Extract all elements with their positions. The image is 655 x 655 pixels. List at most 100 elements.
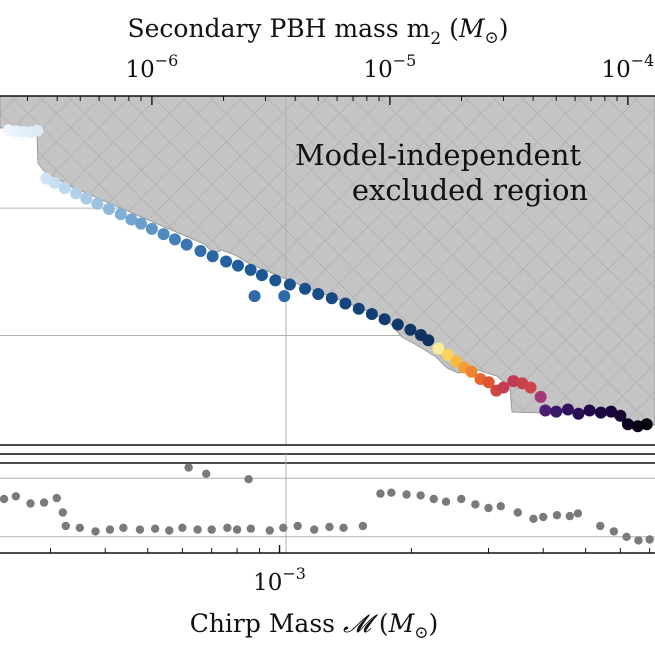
upper-point-30 <box>312 288 325 300</box>
lower-point-47 <box>609 527 619 536</box>
upper-point-37 <box>404 323 417 336</box>
lower-point-37 <box>471 500 480 509</box>
lower-point-39 <box>496 502 505 511</box>
bottom-axis-title-unit-open: ( <box>371 609 389 638</box>
upper-point-23 <box>244 263 257 276</box>
top-tick-label-1: 10−5 <box>363 51 416 83</box>
upper-point-26 <box>278 290 291 303</box>
upper-point-61 <box>621 418 634 431</box>
upper-point-17 <box>168 233 181 246</box>
upper-point-10 <box>91 197 104 210</box>
top-axis-title-unit-sun: ⊙ <box>485 28 499 48</box>
upper-point-24 <box>255 269 268 282</box>
lower-gridlines <box>0 477 655 538</box>
bottom-axis-title: Chirp Mass 𝓜 (M⊙) <box>190 609 439 643</box>
lower-point-0 <box>0 494 9 504</box>
lower-point-4 <box>52 493 61 503</box>
upper-point-54 <box>550 405 563 418</box>
lower-point-50 <box>645 535 654 544</box>
upper-point-28 <box>283 278 296 291</box>
lower-point-27 <box>325 522 334 532</box>
lower-point-25 <box>293 521 302 531</box>
upper-point-7 <box>58 181 71 194</box>
lower-point-41 <box>529 514 538 523</box>
upper-scatter-points <box>2 124 653 433</box>
lower-point-8 <box>91 527 100 536</box>
upper-point-12 <box>114 208 127 221</box>
excluded-region-hatch <box>0 96 655 426</box>
top-axis-title: Secondary PBH mass m2 (M⊙) <box>127 14 508 49</box>
upper-point-62 <box>631 420 644 433</box>
lower-point-3 <box>39 498 49 507</box>
upper-point-13 <box>125 213 138 226</box>
lower-point-28 <box>339 523 348 532</box>
lower-point-40 <box>513 508 523 517</box>
bottom-axis-title-unit-close: ) <box>429 609 439 638</box>
top-axis-title-unit-close: ) <box>499 14 509 43</box>
lower-point-36 <box>457 494 466 504</box>
top-axis-title-unit-open: ( <box>441 14 459 43</box>
lower-point-13 <box>165 526 174 535</box>
lower-point-45 <box>573 509 583 518</box>
upper-point-59 <box>605 405 618 418</box>
lower-point-20 <box>232 525 242 534</box>
lower-point-9 <box>105 525 115 534</box>
upper-point-25 <box>248 290 261 303</box>
upper-point-48 <box>497 381 510 394</box>
lower-point-1 <box>11 492 21 501</box>
top-axis-title-main: Secondary PBH mass m <box>127 14 430 43</box>
lower-point-24 <box>279 523 288 532</box>
lower-panel <box>0 453 655 554</box>
lower-point-18 <box>207 525 216 534</box>
upper-point-8 <box>70 187 83 200</box>
upper-point-20 <box>206 250 219 263</box>
upper-point-56 <box>572 407 585 420</box>
bottom-axis-title-unit-sun: ⊙ <box>414 623 428 643</box>
bottom-axis-title-unit-m: M <box>388 609 416 638</box>
upper-point-49 <box>507 375 520 388</box>
top-tick-label-2: 10−4 <box>601 51 654 83</box>
lower-point-2 <box>26 499 35 508</box>
lower-point-7 <box>75 523 85 532</box>
lower-point-12 <box>150 524 160 533</box>
upper-point-9 <box>80 192 93 205</box>
lower-point-48 <box>622 532 631 541</box>
upper-point-46 <box>482 376 495 389</box>
lower-point-44 <box>565 511 574 521</box>
upper-point-22 <box>231 259 244 272</box>
lower-point-23 <box>265 526 274 535</box>
upper-point-6 <box>48 176 61 189</box>
upper-point-16 <box>157 228 170 241</box>
lower-point-5 <box>58 508 68 517</box>
lower-point-33 <box>416 491 425 500</box>
lower-point-42 <box>539 512 548 522</box>
top-tick-label-0: 10−6 <box>125 51 178 83</box>
upper-point-40 <box>432 342 445 355</box>
lower-point-34 <box>429 494 438 504</box>
lower-point-21 <box>246 524 256 533</box>
upper-point-55 <box>561 403 574 416</box>
bottom-axis-title-main: Chirp Mass <box>190 609 343 638</box>
upper-point-27 <box>269 274 282 287</box>
upper-point-44 <box>465 365 478 378</box>
upper-point-19 <box>194 244 207 257</box>
upper-point-36 <box>391 318 404 331</box>
upper-point-53 <box>539 404 552 417</box>
top-tick-labels: 10−6 10−5 10−4 <box>125 51 654 83</box>
lower-point-16 <box>184 463 193 472</box>
lower-point-49 <box>634 536 643 545</box>
upper-point-57 <box>583 404 596 417</box>
lower-point-31 <box>387 488 396 497</box>
upper-point-11 <box>102 202 115 215</box>
lower-point-17 <box>201 469 211 478</box>
upper-point-4 <box>31 124 44 137</box>
upper-point-18 <box>180 238 193 251</box>
upper-point-21 <box>220 255 233 268</box>
upper-point-15 <box>145 222 158 235</box>
bottom-tick-label-0: 10−3 <box>253 564 306 596</box>
upper-point-33 <box>352 302 365 315</box>
lower-point-46 <box>596 521 605 531</box>
